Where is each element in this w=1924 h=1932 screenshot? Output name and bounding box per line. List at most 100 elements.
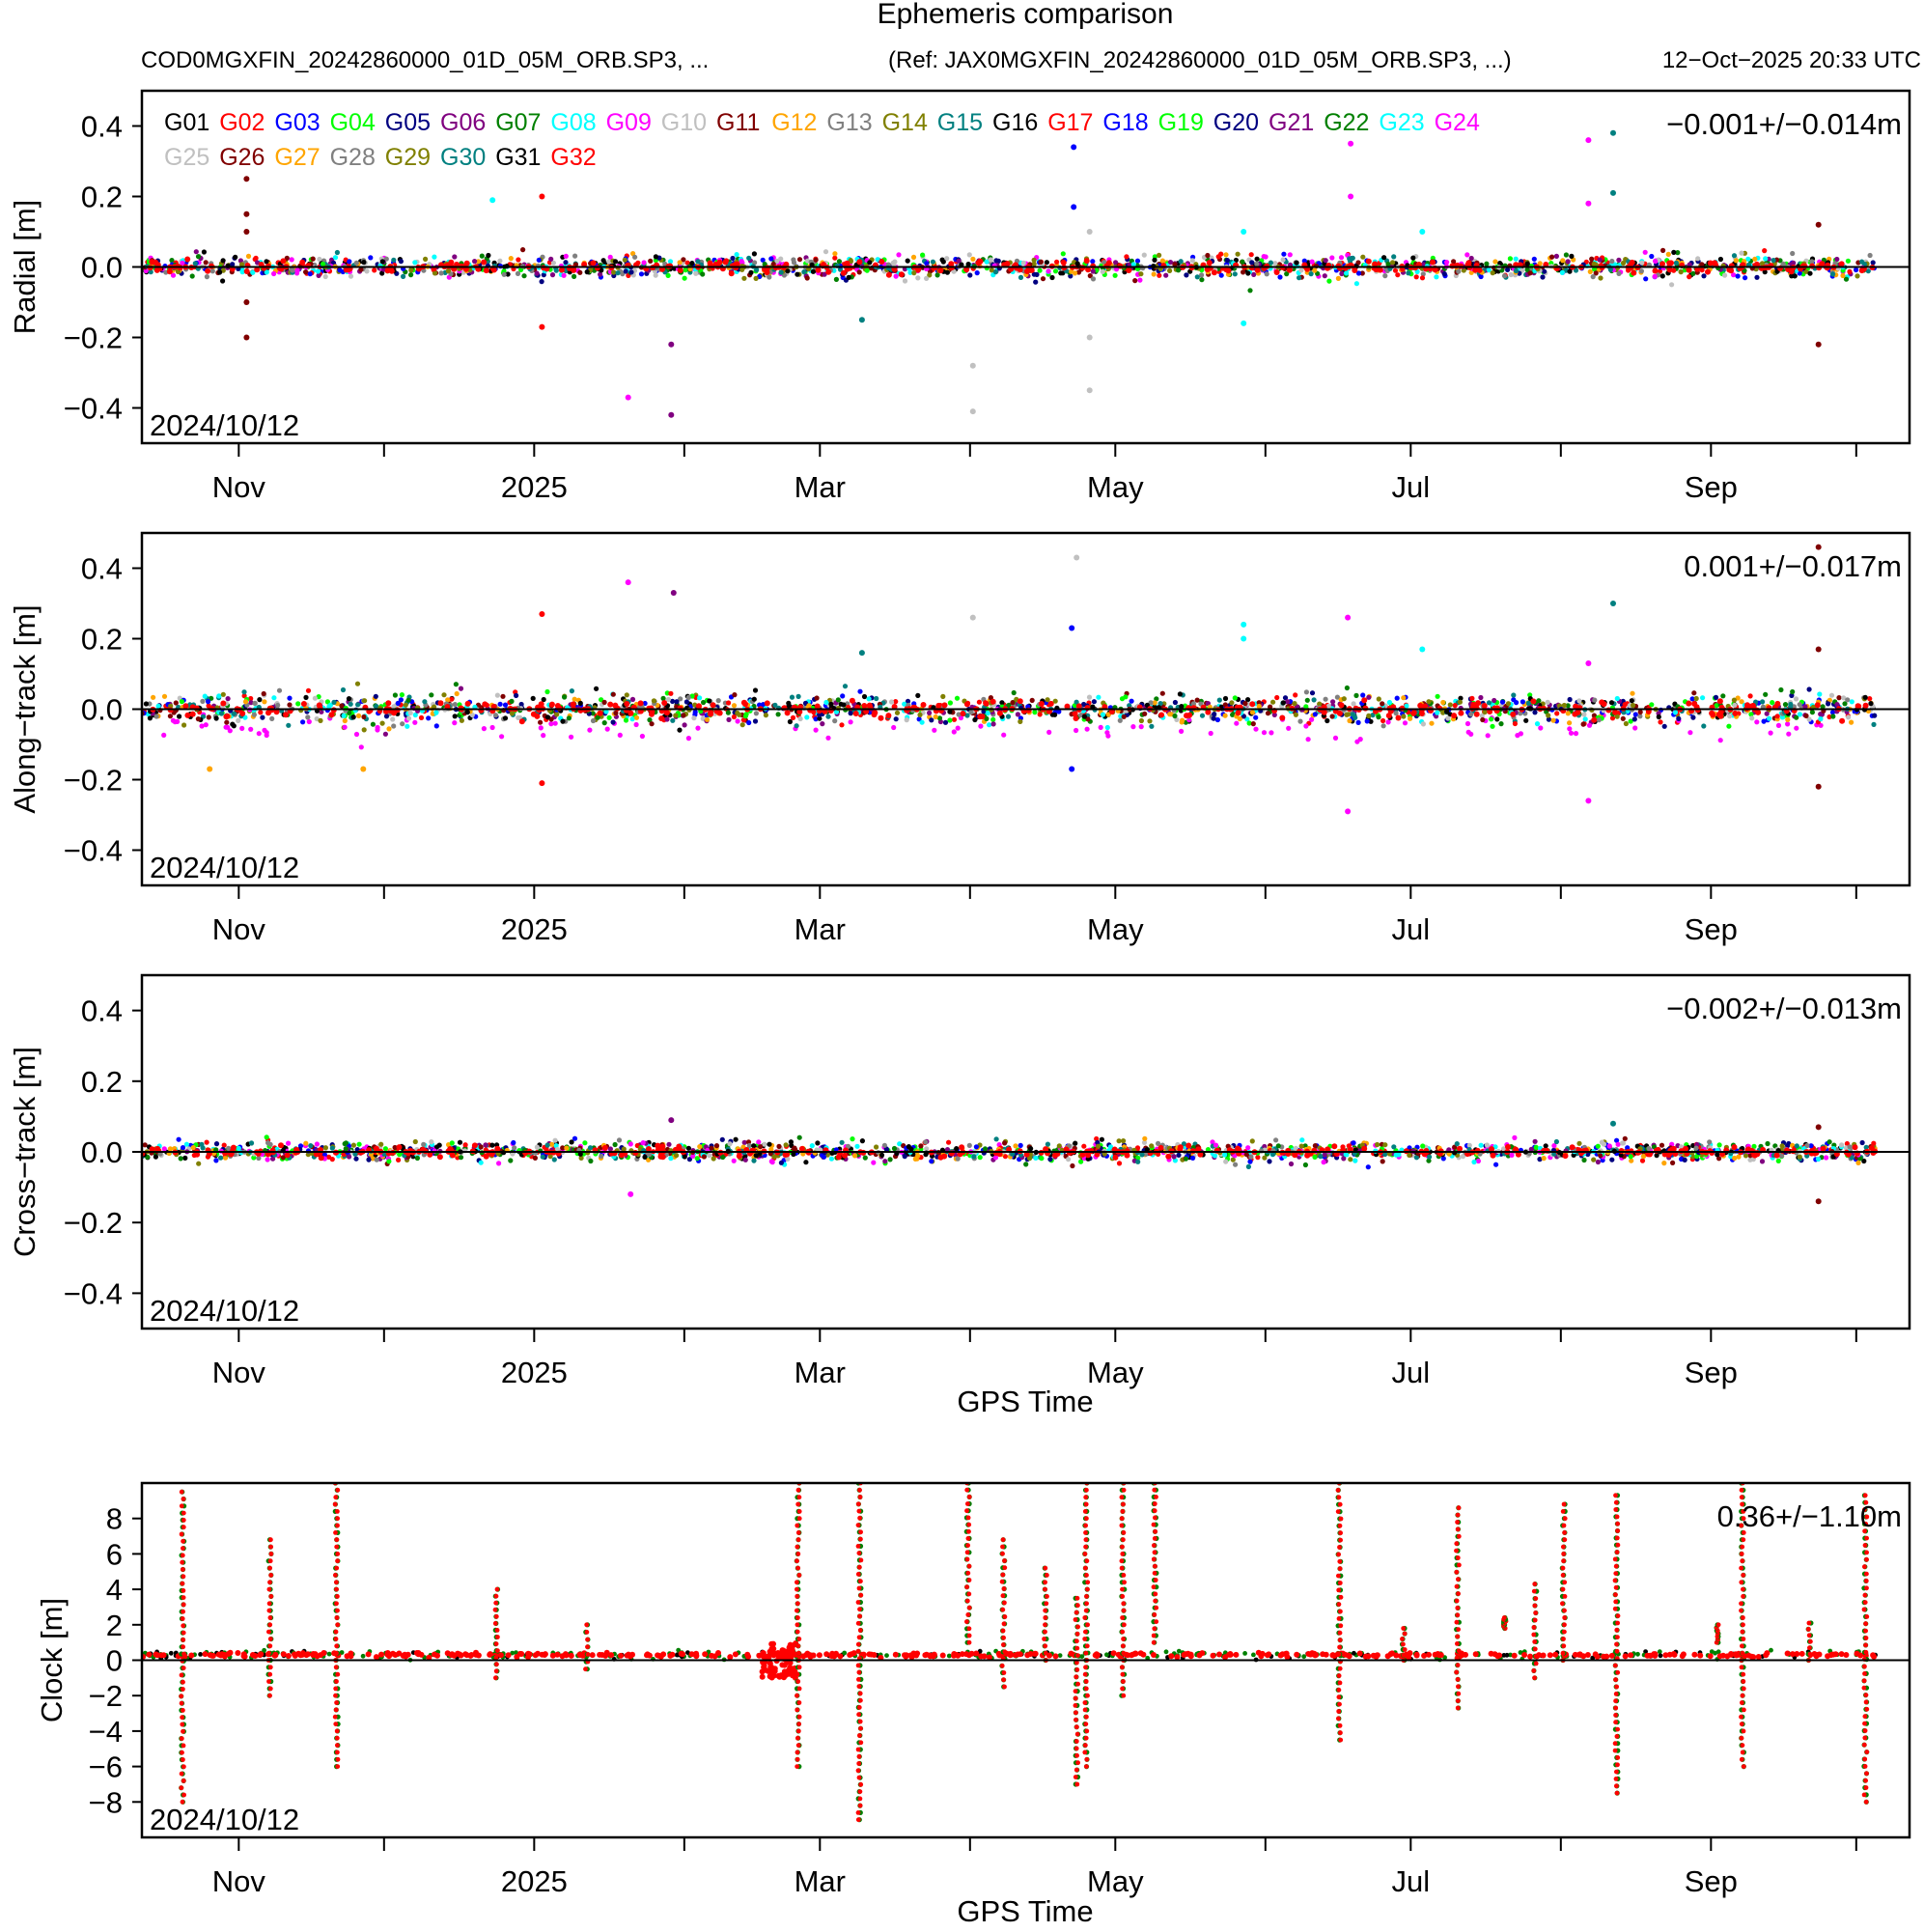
data-point bbox=[790, 714, 796, 721]
data-point bbox=[1176, 1152, 1182, 1158]
data-point bbox=[199, 723, 205, 729]
data-point bbox=[1717, 256, 1723, 263]
data-point bbox=[337, 267, 343, 273]
data-point bbox=[1167, 712, 1173, 717]
data-point bbox=[1355, 270, 1362, 276]
data-point bbox=[1251, 271, 1257, 277]
data-point bbox=[1652, 267, 1659, 274]
data-point bbox=[1116, 1161, 1123, 1166]
data-point bbox=[1546, 716, 1551, 722]
data-point bbox=[751, 696, 757, 702]
data-point bbox=[985, 711, 990, 716]
data-point bbox=[218, 711, 224, 716]
data-point bbox=[1789, 273, 1795, 279]
data-point bbox=[905, 698, 911, 705]
data-point bbox=[1366, 713, 1372, 719]
data-point bbox=[590, 711, 596, 716]
data-point bbox=[1344, 685, 1350, 691]
y-axis-label: Along−track [m] bbox=[8, 604, 42, 813]
data-point bbox=[539, 193, 545, 200]
data-point bbox=[1312, 1143, 1318, 1149]
data-point bbox=[166, 268, 173, 275]
data-point bbox=[1643, 276, 1649, 282]
data-point bbox=[1520, 699, 1525, 705]
data-point bbox=[1722, 272, 1728, 278]
data-point bbox=[541, 696, 546, 703]
data-point bbox=[836, 259, 843, 265]
data-point bbox=[920, 252, 926, 258]
data-point bbox=[1854, 266, 1859, 273]
data-point bbox=[1284, 271, 1290, 277]
data-point bbox=[1763, 256, 1769, 262]
data-point bbox=[426, 715, 432, 721]
data-point bbox=[1815, 341, 1822, 348]
data-point bbox=[700, 271, 706, 277]
data-point bbox=[896, 252, 902, 258]
data-point bbox=[299, 259, 306, 266]
data-point bbox=[936, 715, 943, 721]
data-point bbox=[184, 256, 191, 263]
data-point bbox=[1212, 712, 1217, 717]
data-point bbox=[248, 700, 254, 706]
legend-entry-g09: G09 bbox=[606, 109, 652, 136]
data-point bbox=[1159, 690, 1165, 696]
data-point bbox=[923, 1139, 929, 1145]
data-point bbox=[1518, 731, 1523, 737]
data-point bbox=[374, 703, 379, 710]
data-point bbox=[1620, 260, 1627, 266]
data-point bbox=[784, 710, 791, 716]
data-point bbox=[318, 717, 323, 724]
data-point bbox=[1609, 715, 1616, 721]
data-point bbox=[1553, 253, 1559, 259]
data-point bbox=[1807, 270, 1813, 276]
data-point bbox=[710, 702, 716, 709]
data-point bbox=[1045, 697, 1050, 703]
data-point bbox=[1762, 248, 1768, 254]
data-point bbox=[1713, 694, 1719, 701]
data-point bbox=[353, 260, 359, 266]
data-point bbox=[1765, 1140, 1771, 1147]
data-point bbox=[1867, 696, 1873, 702]
data-point bbox=[601, 720, 607, 726]
data-point bbox=[1818, 722, 1824, 728]
data-point bbox=[1815, 783, 1822, 790]
data-point bbox=[1469, 695, 1475, 702]
data-point bbox=[356, 713, 362, 719]
data-point bbox=[697, 695, 703, 701]
data-point bbox=[1717, 713, 1724, 719]
data-point bbox=[1154, 696, 1159, 702]
data-point bbox=[695, 703, 702, 710]
data-point bbox=[1632, 725, 1638, 731]
data-point bbox=[1700, 695, 1706, 701]
data-point bbox=[820, 721, 825, 727]
data-point bbox=[1638, 268, 1644, 274]
data-point bbox=[1366, 694, 1372, 700]
data-point bbox=[1429, 720, 1435, 726]
data-point bbox=[1090, 276, 1097, 282]
data-point bbox=[1720, 693, 1726, 699]
data-point bbox=[364, 268, 370, 274]
data-point bbox=[563, 260, 569, 266]
data-point bbox=[182, 1155, 188, 1161]
data-point bbox=[944, 269, 951, 275]
data-point bbox=[316, 702, 322, 709]
data-point bbox=[243, 176, 250, 182]
data-point bbox=[1484, 261, 1490, 266]
data-point bbox=[681, 257, 686, 263]
data-point bbox=[538, 725, 544, 731]
data-point bbox=[797, 715, 803, 722]
data-point bbox=[1244, 716, 1250, 722]
data-point bbox=[271, 270, 277, 277]
data-point bbox=[833, 276, 840, 282]
data-point bbox=[1368, 718, 1374, 724]
data-point bbox=[464, 710, 470, 715]
data-point bbox=[1762, 269, 1768, 275]
data-point bbox=[1178, 259, 1184, 265]
data-point bbox=[1376, 696, 1381, 702]
data-point bbox=[599, 697, 604, 703]
x-tick-label: May bbox=[1087, 912, 1144, 946]
data-point bbox=[732, 692, 738, 698]
data-point bbox=[685, 1145, 692, 1151]
legend-entry-g30: G30 bbox=[440, 144, 486, 171]
data-point bbox=[1287, 252, 1293, 258]
